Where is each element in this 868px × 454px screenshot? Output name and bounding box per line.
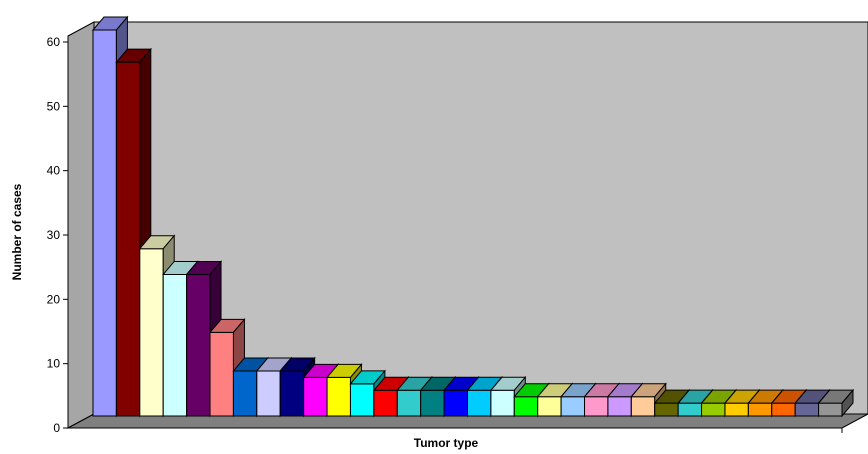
- bar: [326, 376, 351, 417]
- y-axis-title: Number of cases: [10, 183, 24, 280]
- bar: [654, 402, 679, 417]
- bar: [443, 389, 468, 417]
- bar: [396, 389, 422, 417]
- bar: [701, 402, 726, 417]
- side-wall: [67, 21, 95, 429]
- bar: [303, 376, 328, 417]
- chart-walls: [67, 21, 868, 429]
- bar: [349, 383, 375, 417]
- bar: [139, 248, 164, 417]
- y-tick-label: 60: [47, 35, 61, 49]
- y-tick-label: 10: [47, 357, 61, 371]
- bar: [186, 273, 211, 417]
- bar: [560, 396, 586, 417]
- bar: [513, 396, 539, 417]
- bar: [279, 370, 305, 417]
- bar: [537, 396, 562, 417]
- y-axis: 0 10 20 30 40 50 60: [47, 35, 843, 435]
- bar: [630, 396, 656, 417]
- bar: [794, 402, 820, 417]
- y-tick-label: 30: [47, 228, 61, 242]
- y-tick-label: 20: [47, 292, 61, 306]
- bar: [209, 331, 234, 417]
- bar: [677, 402, 703, 417]
- bar: [490, 389, 515, 417]
- bar: [818, 402, 843, 417]
- y-tick-label: 40: [47, 164, 61, 178]
- x-axis-title: Tumor type: [414, 436, 479, 450]
- bar: [92, 29, 117, 417]
- bar: [771, 402, 796, 417]
- bar: [467, 389, 492, 417]
- bar: [373, 389, 398, 417]
- y-tick-label: 50: [47, 99, 61, 113]
- bar: [747, 402, 773, 417]
- bar-side: [841, 388, 854, 418]
- bar: [584, 396, 609, 417]
- bar: [607, 396, 632, 417]
- bar: [256, 370, 281, 417]
- bar: [724, 402, 749, 417]
- y-tick-label: 0: [53, 421, 60, 435]
- bar: [115, 61, 141, 417]
- bar: [232, 370, 258, 417]
- bar: [162, 273, 188, 417]
- bar-series: [91, 15, 855, 418]
- bar: [420, 389, 445, 417]
